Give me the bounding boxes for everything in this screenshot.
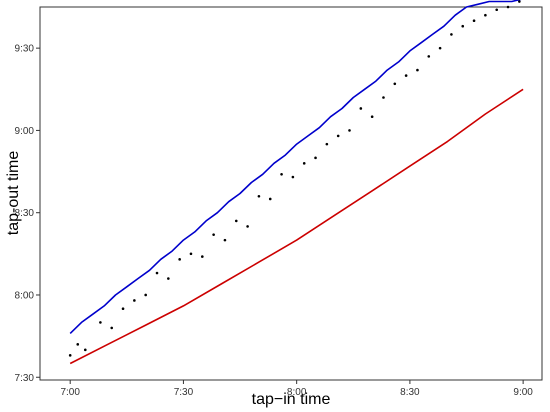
data-point <box>314 156 317 160</box>
data-point <box>268 197 272 201</box>
y-tick-label: 9:30 <box>15 44 35 55</box>
data-point <box>393 82 397 86</box>
data-point <box>234 219 238 223</box>
data-point <box>495 8 499 12</box>
x-tick-label: 8:00 <box>287 387 307 398</box>
y-tick-label: 9:00 <box>15 126 35 137</box>
y-tick-label: 8:30 <box>15 208 35 219</box>
data-point <box>404 74 408 77</box>
data-point <box>212 233 215 236</box>
data-point <box>280 173 283 176</box>
data-point <box>223 238 227 242</box>
x-axis-title: tap−in time <box>252 391 331 408</box>
x-tick-label: 7:00 <box>60 387 80 398</box>
data-point <box>348 129 351 132</box>
x-tick-label: 8:30 <box>400 387 420 398</box>
x-tick-label: 7:30 <box>174 387 194 398</box>
data-point <box>144 293 147 297</box>
data-point <box>370 115 374 119</box>
data-point <box>246 225 249 228</box>
series-layer <box>68 0 524 365</box>
data-point <box>99 321 102 324</box>
data-point <box>450 33 453 36</box>
data-point <box>201 255 204 258</box>
plot-panel <box>39 6 543 381</box>
data-point <box>427 55 431 58</box>
series-line-0 <box>69 0 522 334</box>
data-point <box>189 252 193 256</box>
series-line-1 <box>69 88 524 365</box>
data-point <box>325 142 329 146</box>
data-point <box>76 343 80 346</box>
data-point <box>167 277 170 280</box>
data-point <box>68 354 72 357</box>
data-point <box>484 13 487 17</box>
y-tick-label: 8:00 <box>15 290 35 301</box>
data-point <box>438 46 442 50</box>
data-point <box>110 326 114 330</box>
data-point <box>461 24 465 28</box>
data-point <box>302 162 306 165</box>
data-point <box>83 348 87 352</box>
data-point <box>257 194 261 198</box>
data-point <box>359 107 363 110</box>
data-point <box>416 68 419 72</box>
x-tick-label: 9:00 <box>513 387 533 398</box>
data-point <box>291 175 295 179</box>
data-point <box>336 134 340 138</box>
y-tick-label: 7:30 <box>15 373 35 384</box>
data-point <box>178 258 181 261</box>
data-point <box>155 271 159 275</box>
x-axis: 7:00 7:30 8:00 8:30 9:00 <box>60 380 533 398</box>
data-point <box>506 5 510 9</box>
data-point <box>472 19 476 23</box>
y-axis-title: tap-out time <box>5 151 22 236</box>
data-point <box>121 307 125 310</box>
data-point <box>382 96 385 99</box>
data-point <box>133 299 136 302</box>
y-axis: 7:30 8:00 8:30 9:00 9:30 <box>15 44 40 384</box>
data-point <box>518 0 521 3</box>
